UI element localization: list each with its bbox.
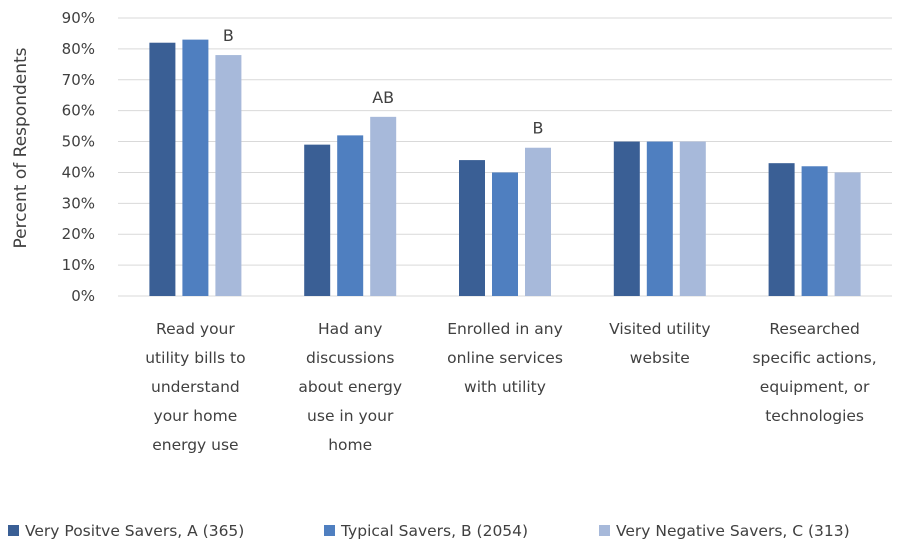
x-category-label: Enrolled in any online services with utili… [447,320,563,396]
significance-label: AB [372,88,394,107]
legend-swatch [599,525,610,536]
x-category-label: Visited utility website [609,320,710,367]
bar [337,135,364,296]
x-axis-categories: Read your utility bills to understand your … [145,320,876,454]
bar [679,141,706,296]
y-tick-label: 70% [62,71,95,89]
y-tick-label: 80% [62,40,95,58]
bar [768,163,795,296]
bar [215,55,242,296]
significance-label: B [533,119,544,138]
y-tick-label: 0% [71,287,95,305]
bar [459,160,485,296]
y-tick-label: 30% [62,194,95,212]
legend-label: Very Negative Savers, C (313) [616,522,850,540]
legend-label: Very Positve Savers, A (365) [25,522,244,540]
legend-swatch [324,525,335,536]
x-category-label: Read your utility bills to understand your … [145,320,245,454]
legend-swatch [8,525,19,536]
legend: Very Positve Savers, A (365) Typical Save… [8,522,850,540]
bar [370,116,397,296]
significance-label: B [223,26,234,45]
annotations: B AB B [223,26,544,138]
bar [646,141,673,296]
y-tick-label: 40% [62,163,95,181]
y-tick-label: 10% [62,256,95,274]
bar [834,172,861,296]
x-category-label: Had any discussions about energy use in you… [298,320,402,454]
legend-label: Typical Savers, B (2054) [340,522,528,540]
bar [492,172,518,296]
bar [613,141,640,296]
bar [304,144,331,296]
y-tick-label: 50% [62,133,95,151]
bar [525,147,551,296]
bar [801,166,828,296]
y-tick-label: 90% [62,9,95,27]
y-tick-label: 20% [62,225,95,243]
y-axis-ticks: 0% 10% 20% 30% 40% 50% 60% 70% 80% 90% [62,9,95,305]
bar [182,39,209,296]
bar [149,42,176,296]
y-tick-label: 60% [62,102,95,120]
bars [149,39,861,296]
y-axis-title: Percent of Respondents [11,47,31,248]
x-category-label: Researched specific actions, equipment, or… [752,320,876,425]
